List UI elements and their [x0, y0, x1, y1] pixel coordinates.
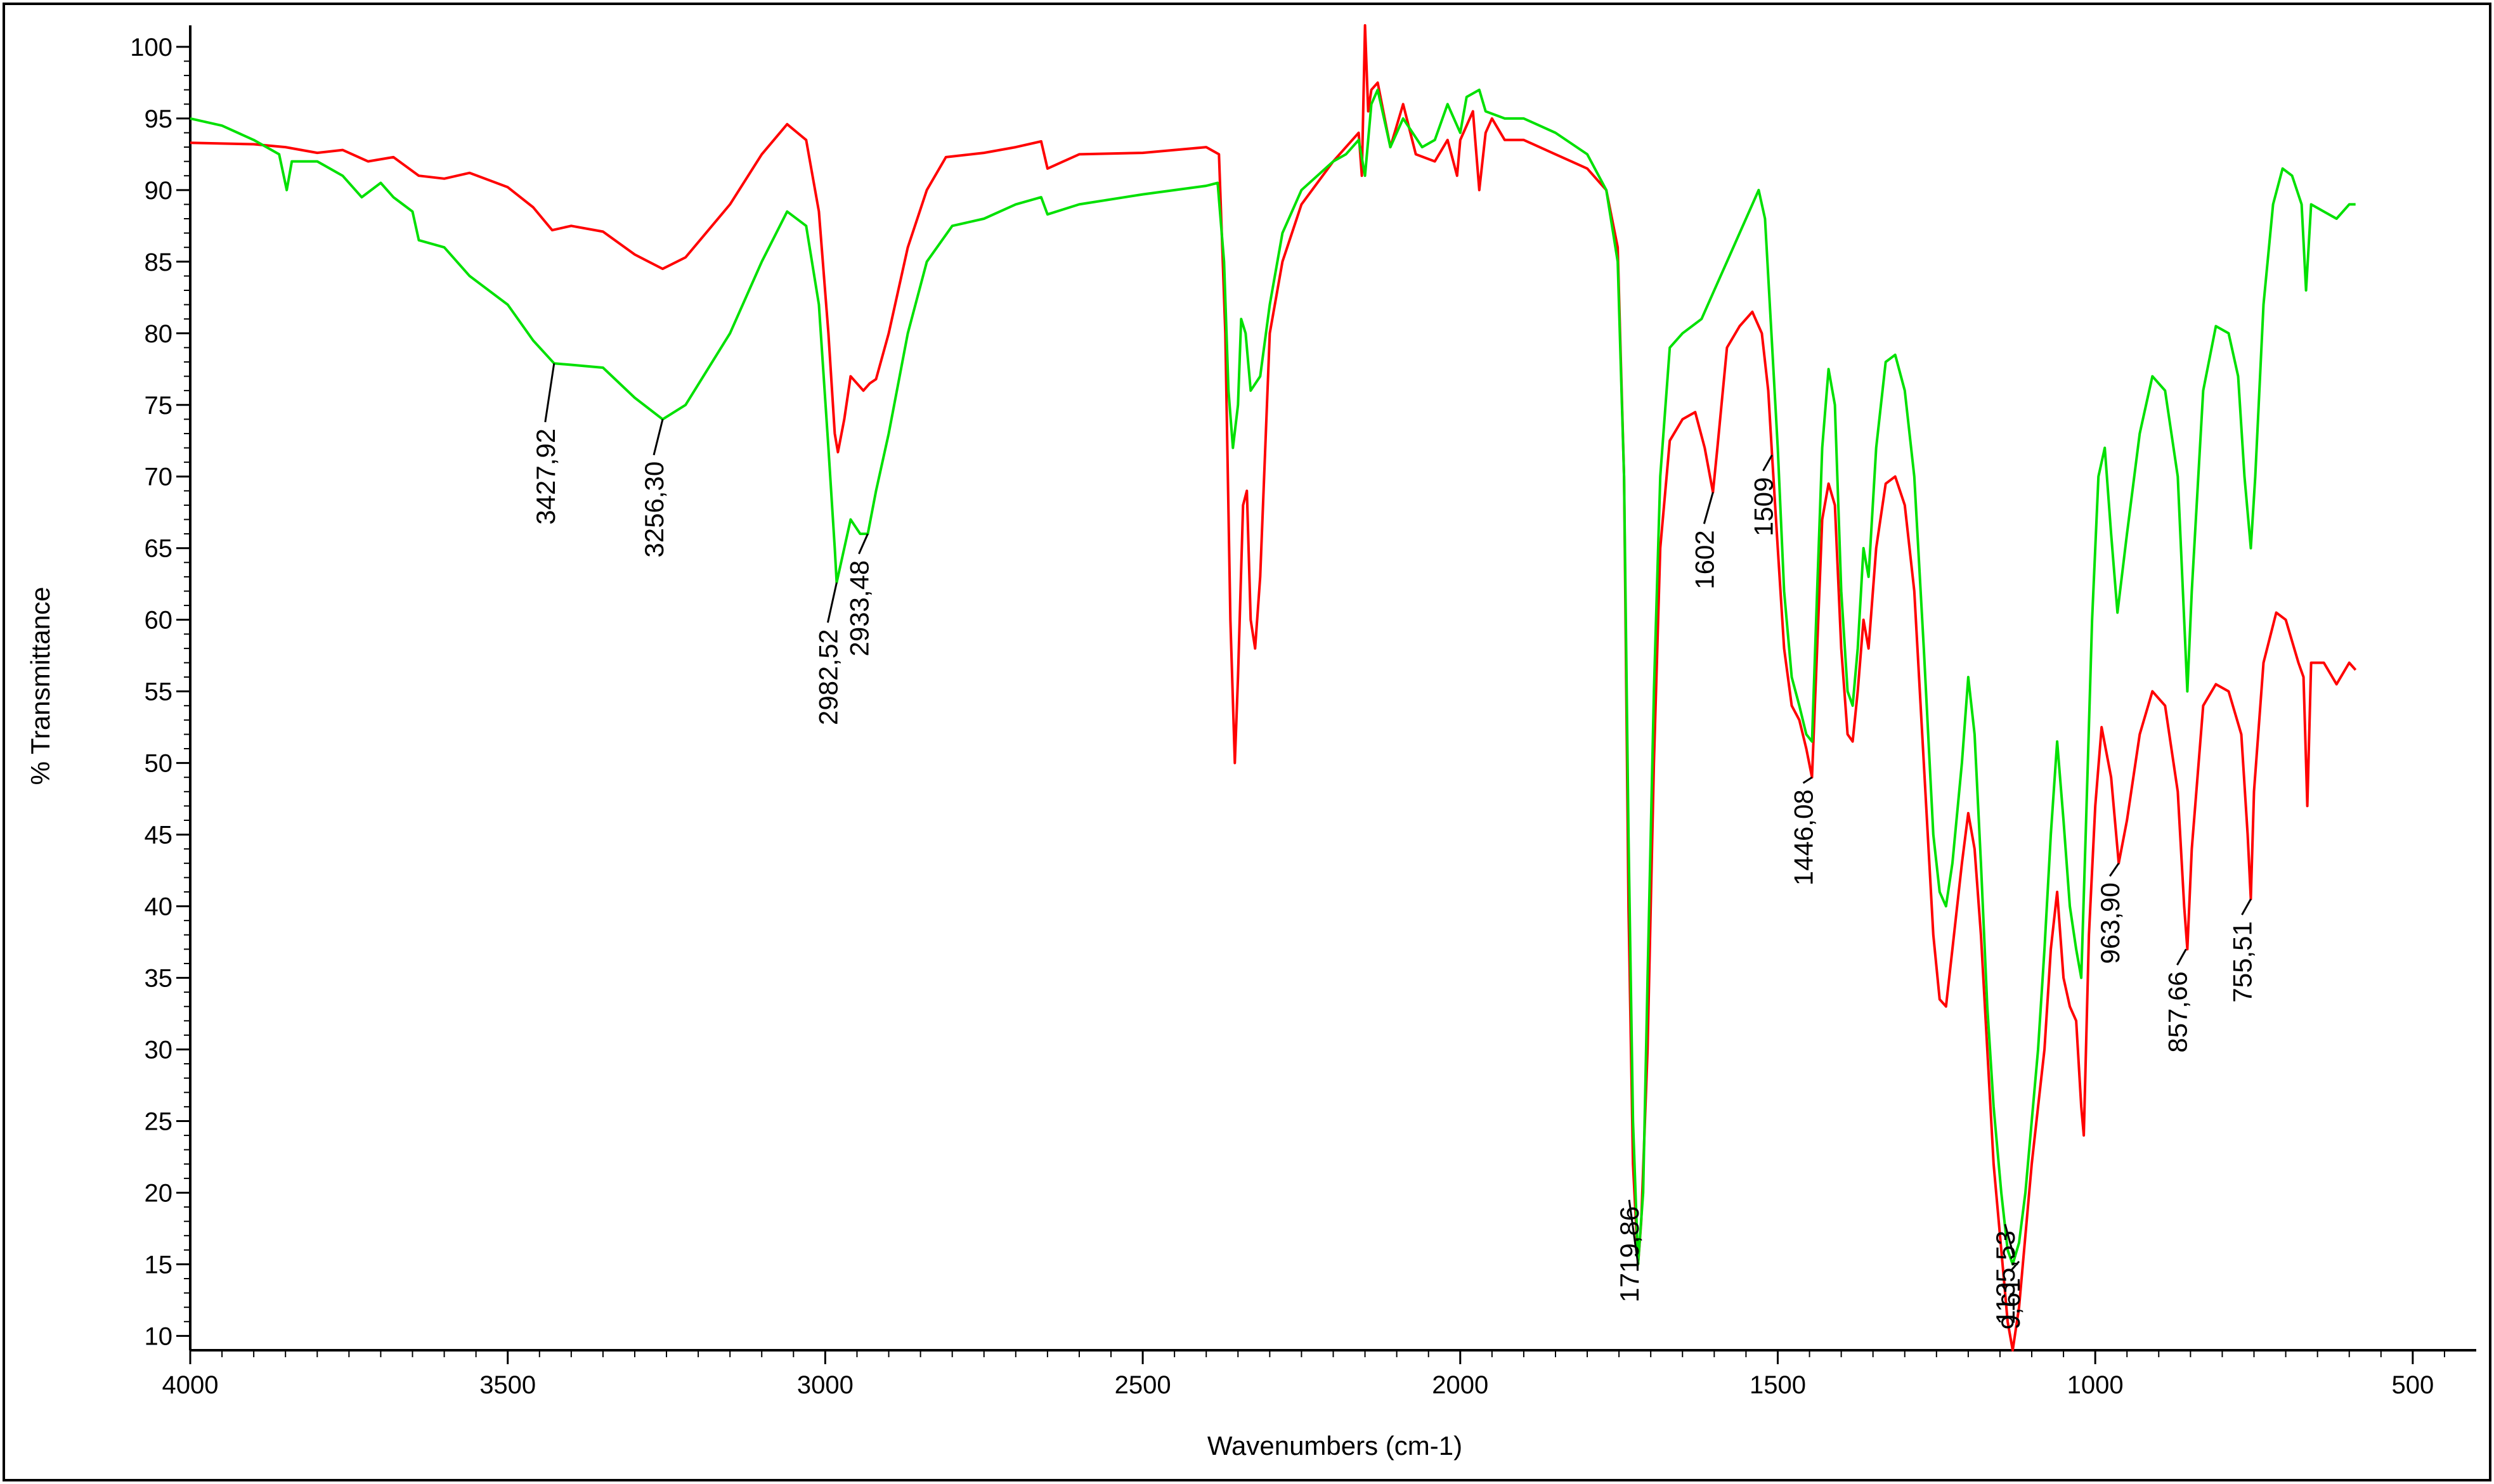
y-tick-label: 35 [145, 965, 173, 993]
peak-leader-line [2108, 862, 2120, 877]
peak-leader-line [2004, 1223, 2015, 1258]
peak-label: 1719,86 [1614, 1199, 1644, 1303]
peak-label-text: 3427,92 [531, 429, 561, 525]
peak-label-text: 9,61 [1996, 1278, 2025, 1330]
y-tick-label: 60 [145, 607, 173, 635]
peak-leader-line [826, 582, 838, 623]
outer-border [3, 3, 2491, 1481]
peak-label-text: 1602 [1689, 530, 1719, 589]
x-tick-label: 500 [2391, 1371, 2434, 1399]
peak-label-text: 3256,30 [639, 461, 669, 558]
peak-label-text: 2982,52 [813, 629, 843, 725]
y-tick-label: 25 [145, 1107, 173, 1135]
y-tick-label: 20 [145, 1179, 173, 1207]
x-tick-label: 1500 [1750, 1371, 1806, 1399]
y-tick-label: 80 [145, 320, 173, 348]
peak-label-text: 1135,53 [1991, 1230, 2020, 1325]
peak-leader-line [1802, 776, 1813, 784]
peak-leader-line [1703, 492, 1714, 524]
y-tick-label: 10 [145, 1322, 173, 1350]
peak-leader-line [2176, 948, 2187, 965]
peak-label: 1509 [1749, 455, 1779, 536]
peak-leader-line [1762, 455, 1773, 472]
peak-leader-line [2009, 1260, 2020, 1272]
y-tick-label: 100 [130, 34, 172, 61]
x-tick-label: 4000 [162, 1371, 219, 1399]
peak-label: 2982,52 [813, 582, 843, 725]
peak-label: 9,61 [1996, 1260, 2025, 1330]
peak-label: 2933,48 [845, 533, 874, 657]
y-tick-label: 50 [145, 750, 173, 778]
series-layer [190, 24, 2357, 1352]
x-tick-labels: 4000 3500 3000 2500 2000 1500 1000 500 [162, 1371, 2434, 1399]
x-tick-label: 2500 [1115, 1371, 1171, 1399]
y-axis-title: % Transmittance [25, 587, 55, 785]
peak-label: 3427,92 [531, 363, 561, 525]
y-tick-label: 75 [145, 392, 173, 420]
peak-label-text: 1719,86 [1614, 1206, 1644, 1303]
y-tick-label: 85 [145, 248, 173, 276]
axes [176, 25, 2476, 1364]
peak-leader-line [653, 418, 664, 456]
peak-leader-line [858, 533, 869, 555]
y-tick-label: 95 [145, 105, 173, 133]
peak-label: 1602 [1689, 492, 1719, 590]
x-tick-label: 3500 [479, 1371, 536, 1399]
x-tick-label: 3000 [797, 1371, 854, 1399]
y-tick-label: 40 [145, 893, 173, 921]
y-tick-label: 90 [145, 177, 173, 205]
y-tick-label: 70 [145, 463, 173, 491]
peak-label-text: 1446,08 [1789, 789, 1819, 886]
y-tick-label: 65 [145, 535, 173, 563]
peak-leader-line [544, 363, 555, 423]
x-tick-label: 1000 [2067, 1371, 2124, 1399]
peak-label-text: 963,90 [2095, 882, 2125, 964]
peak-label: 3256,30 [639, 418, 669, 558]
y-tick-label: 15 [145, 1251, 173, 1279]
peak-label-text: 857,66 [2162, 971, 2192, 1052]
x-axis-title: Wavenumbers (cm-1) [1207, 1431, 1462, 1461]
peak-label: 1446,08 [1789, 776, 1819, 886]
peak-leader-line [1628, 1199, 1639, 1265]
peak-leader-line [2241, 898, 2252, 915]
peak-label-text: 1509 [1749, 477, 1779, 536]
peak-label: 963,90 [2095, 862, 2125, 964]
y-tick-labels: 10 15 20 25 30 35 40 45 50 55 60 65 70 75 80 85 90 95 100 [130, 34, 172, 1351]
series-line-green [190, 88, 2356, 1266]
y-tick-label: 45 [145, 822, 173, 849]
peak-label-text: 2933,48 [845, 560, 874, 657]
peak-label: 1135,53 [1991, 1223, 2020, 1325]
series-line-red [190, 24, 2357, 1352]
peak-label-text: 755,51 [2228, 921, 2257, 1002]
peak-label: 857,66 [2162, 948, 2192, 1053]
y-tick-label: 30 [145, 1036, 173, 1064]
peak-label: 755,51 [2228, 898, 2257, 1003]
y-tick-label: 55 [145, 678, 173, 706]
x-tick-label: 2000 [1432, 1371, 1488, 1399]
